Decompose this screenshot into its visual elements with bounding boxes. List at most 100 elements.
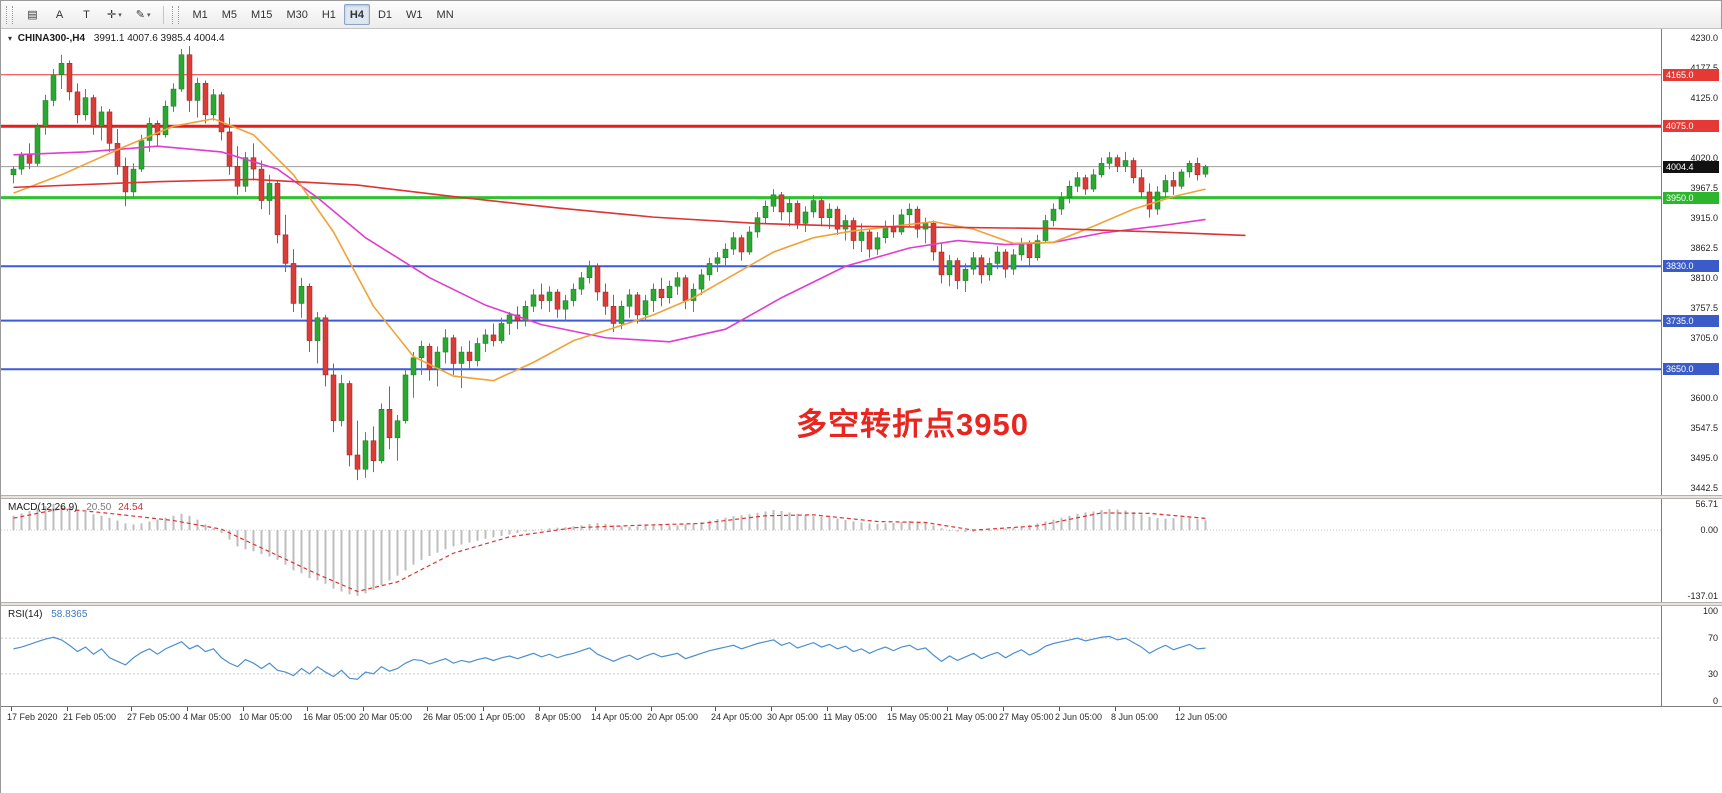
toolbar-drag-handle[interactable] (6, 5, 13, 24)
price-badge: 3650.0 (1663, 363, 1719, 376)
rsi-canvas[interactable] (1, 606, 1661, 706)
price-tick: 3495.0 (1690, 452, 1718, 463)
time-label: 26 Mar 05:00 (423, 712, 477, 722)
time-label: 24 Apr 05:00 (711, 712, 763, 722)
timeframe-mn[interactable]: MN (431, 4, 460, 25)
price-tick: 3705.0 (1690, 332, 1718, 343)
time-label: 21 Feb 05:00 (63, 712, 117, 722)
empty-area (1, 727, 1722, 793)
time-tick (891, 707, 892, 711)
price-tick: 4020.0 (1690, 152, 1718, 163)
price-badge: 4075.0 (1663, 120, 1719, 133)
chart-annotation: 多空转折点3950 (796, 407, 1029, 442)
macd-label: MACD(12,26,9) 20.50 24.54 (8, 502, 143, 513)
time-tick (427, 707, 428, 711)
rsi-tick: 30 (1707, 668, 1718, 679)
macd-axis[interactable]: 56.71 0.00 -137.01 (1661, 499, 1722, 602)
price-badge: 3950.0 (1663, 191, 1719, 204)
macd-tick: 0.00 (1700, 525, 1718, 536)
time-tick (1179, 707, 1180, 711)
price-tick: 3862.5 (1690, 242, 1718, 253)
symbol-info: ▾ CHINA300-,H4 3991.1 4007.6 3985.4 4004… (8, 33, 225, 44)
price-axis[interactable]: 4230.0 4177.5 4125.0 4020.0 3967.5 3915.0 3862… (1661, 29, 1722, 495)
text-tool-icon[interactable]: T (74, 4, 99, 25)
time-tick (651, 707, 652, 711)
symbol-ohlc: 3991.1 4007.6 3985.4 4004.4 (93, 33, 225, 44)
text-tool-glyph: T (83, 8, 90, 21)
time-label: 27 Feb 05:00 (127, 712, 181, 722)
time-axis[interactable]: 17 Feb 2020 21 Feb 05:00 27 Feb 05:00 4 Mar… (1, 706, 1722, 727)
crosshair-glyph: ✛ (107, 9, 117, 21)
macd-canvas[interactable] (1, 499, 1661, 602)
time-tick (187, 707, 188, 711)
macd-panel[interactable]: MACD(12,26,9) 20.50 24.54 56.71 0.00 -137.… (1, 499, 1722, 602)
symbol-title: CHINA300-,H4 (17, 33, 86, 44)
rsi-value: 58.8365 (51, 609, 88, 620)
price-tick: 3967.5 (1690, 182, 1718, 193)
timeframe-m15[interactable]: M15 (245, 4, 278, 25)
time-label: 20 Mar 05:00 (359, 712, 413, 722)
time-tick (1059, 707, 1060, 711)
time-tick (483, 707, 484, 711)
moving-averages (13, 117, 1246, 382)
time-label: 20 Apr 05:00 (647, 712, 699, 722)
chevron-down-icon: ▾ (146, 11, 151, 19)
time-label: 17 Feb 2020 (7, 712, 58, 722)
time-tick (307, 707, 308, 711)
time-tick (131, 707, 132, 711)
timeframe-d1[interactable]: D1 (372, 4, 398, 25)
timeframe-m1[interactable]: M1 (186, 4, 213, 25)
rsi-axis[interactable]: 100 70 30 0 (1661, 606, 1722, 706)
panel-splitter[interactable] (1, 495, 1722, 499)
rsi-line (13, 635, 1206, 680)
timeframe-m30[interactable]: M30 (280, 4, 313, 25)
time-label: 1 Apr 05:00 (479, 712, 526, 722)
price-badge: 4165.0 (1663, 68, 1719, 81)
symbol-dropdown-icon[interactable]: ▾ (8, 34, 13, 43)
panel-splitter[interactable] (1, 602, 1722, 606)
pencil-glyph: ✎ (135, 9, 145, 21)
time-tick (827, 707, 828, 711)
price-tick: 4230.0 (1690, 32, 1718, 43)
macd-main-value: 20.50 (86, 502, 112, 513)
price-tick: 4177.5 (1690, 62, 1718, 73)
timeframe-h1[interactable]: H1 (316, 4, 342, 25)
time-label: 8 Apr 05:00 (535, 712, 582, 722)
price-tick: 3600.0 (1690, 392, 1718, 403)
time-tick (947, 707, 948, 711)
time-label: 14 Apr 05:00 (591, 712, 643, 722)
grid-icon[interactable]: ▤ (20, 4, 45, 25)
top-toolbar: ▤ A T ✛ ▾ ✎ ▾ M1 M5 M15 M30 H1 H4 D1 W1 MN (1, 1, 1721, 29)
price-tick: 4125.0 (1690, 92, 1718, 103)
timeframe-w1[interactable]: W1 (400, 4, 429, 25)
main-chart-canvas[interactable] (1, 29, 1661, 495)
crosshair-icon[interactable]: ✛ ▾ (101, 4, 128, 25)
pencil-icon[interactable]: ✎ ▾ (130, 4, 157, 25)
rsi-label: RSI(14) 58.8365 (8, 609, 87, 620)
rsi-tick: 0 (1712, 695, 1718, 706)
letter-a-icon[interactable]: A (47, 4, 72, 25)
time-label: 12 Jun 05:00 (1175, 712, 1228, 722)
toolbar-separator (163, 5, 165, 24)
ma-mid-orange (13, 117, 1206, 382)
chevron-down-icon: ▾ (118, 11, 122, 19)
price-tick: 3547.5 (1690, 422, 1718, 433)
rsi-panel[interactable]: RSI(14) 58.8365 100 70 30 0 (1, 606, 1722, 706)
toolbar-drag-handle[interactable] (172, 5, 180, 24)
price-badge: 4004.4 (1663, 160, 1719, 173)
timeframe-m5[interactable]: M5 (216, 4, 243, 25)
time-label: 15 May 05:00 (887, 712, 942, 722)
time-tick (243, 707, 244, 711)
time-tick (539, 707, 540, 711)
timeframe-h4[interactable]: H4 (343, 4, 370, 25)
time-label: 16 Mar 05:00 (303, 712, 357, 722)
macd-signal-value: 24.54 (118, 502, 144, 513)
rsi-tick: 100 (1702, 606, 1718, 617)
grid-icon-glyph: ▤ (27, 9, 38, 21)
price-tick: 3442.5 (1690, 482, 1718, 493)
main-chart-panel[interactable]: ▾ CHINA300-,H4 3991.1 4007.6 3985.4 4004… (1, 29, 1722, 495)
time-tick (67, 707, 68, 711)
macd-tick: -137.01 (1687, 590, 1718, 601)
time-label: 21 May 05:00 (943, 712, 998, 722)
time-tick (363, 707, 364, 711)
